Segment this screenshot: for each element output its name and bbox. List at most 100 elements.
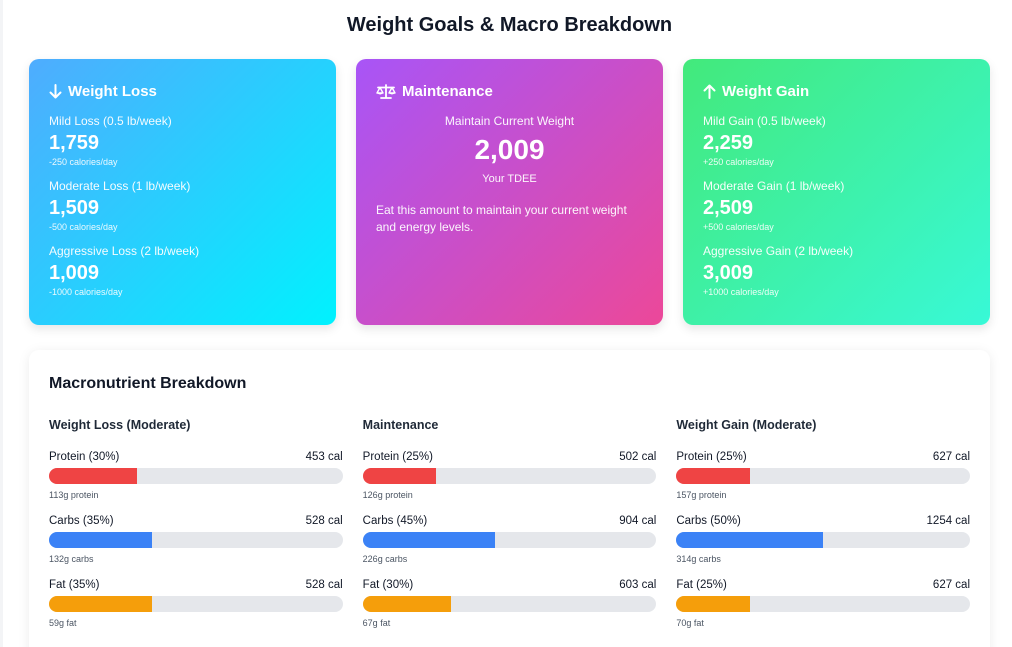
macro-label: Protein (25%): [362, 451, 433, 463]
macro-label: Fat (35%): [49, 579, 100, 591]
option-surplus: +1000 calories/day: [703, 287, 779, 297]
page-title: Weight Goals & Macro Breakdown: [346, 14, 673, 36]
macro-label: Carbs (45%): [362, 515, 428, 527]
macro-bar-track: [676, 532, 971, 548]
arrow-up-icon: [703, 84, 716, 99]
option-label: Mild Loss (0.5 lb/week): [49, 114, 172, 128]
option-calories: 3,009: [703, 262, 754, 284]
macro-column-weight-gain: Weight Gain (Moderate) Protein (25%) 627 …: [676, 417, 971, 642]
maintenance-card-title: Maintenance: [376, 80, 643, 102]
macro-calories: 502 cal: [619, 451, 657, 463]
gain-option-aggressive: Aggressive Gain (2 lb/week) 3,009 +1000 …: [703, 244, 970, 298]
macro-calories: 627 cal: [932, 451, 971, 463]
macro-columns: Weight Loss (Moderate) Protein (30%) 453 …: [49, 417, 971, 642]
macro-bar-track: [49, 596, 343, 612]
option-calories: 1,509: [49, 197, 100, 219]
option-label: Moderate Loss (1 lb/week): [49, 179, 191, 193]
macro-breakdown-title: Macronutrient Breakdown: [49, 375, 247, 392]
macro-column-title: Weight Loss (Moderate): [49, 418, 191, 432]
macro-column-weight-loss: Weight Loss (Moderate) Protein (30%) 453 …: [49, 417, 343, 642]
macro-bar-track: [49, 532, 343, 548]
macro-grams: 67g fat: [362, 618, 391, 628]
macro-breakdown-panel: Macronutrient Breakdown Weight Loss (Mod…: [29, 350, 990, 647]
macro-calories: 627 cal: [932, 579, 971, 591]
macro-bar-track: [362, 532, 657, 548]
macro-grams: 70g fat: [676, 618, 704, 628]
macro-label: Carbs (35%): [49, 515, 114, 527]
macro-calories: 1254 cal: [926, 515, 971, 527]
macro-item-protein: Protein (30%) 453 cal 113g protein: [49, 450, 343, 501]
macro-bar-fill: [49, 468, 138, 484]
macro-item-fat: Fat (35%) 528 cal 59g fat: [49, 578, 343, 629]
option-deficit: -500 calories/day: [49, 222, 118, 232]
loss-option-aggressive: Aggressive Loss (2 lb/week) 1,009 -1000 …: [49, 244, 316, 298]
option-calories: 1,009: [49, 262, 100, 284]
gain-option-moderate: Moderate Gain (1 lb/week) 2,509 +500 cal…: [703, 179, 970, 233]
macro-bar-fill: [362, 532, 495, 548]
macro-grams: 157g protein: [676, 490, 727, 500]
macro-bar-track: [362, 596, 657, 612]
macro-label: Fat (30%): [362, 579, 414, 591]
maintenance-summary: Maintain Current Weight 2,009 Your TDEE: [376, 114, 643, 186]
maintenance-title: Maintenance: [402, 82, 493, 100]
loss-option-moderate: Moderate Loss (1 lb/week) 1,509 -500 cal…: [49, 179, 316, 233]
tdee-label: Your TDEE: [482, 173, 537, 185]
macro-bar-fill: [362, 468, 437, 484]
macro-grams: 126g protein: [362, 490, 413, 500]
option-surplus: +250 calories/day: [703, 157, 774, 167]
macro-grams: 113g protein: [49, 490, 99, 500]
macro-label: Protein (30%): [49, 451, 120, 463]
weight-gain-card-title: Weight Gain: [703, 80, 970, 102]
macro-grams: 132g carbs: [49, 554, 94, 564]
arrow-down-icon: [49, 83, 62, 98]
macro-bar-track: [49, 468, 343, 484]
macro-label: Protein (25%): [676, 451, 747, 463]
option-calories: 1,759: [49, 132, 100, 154]
macro-calories: 904 cal: [619, 515, 657, 527]
maintenance-description: Eat this amount to maintain your current…: [376, 203, 627, 234]
macro-grams: 59g fat: [49, 618, 77, 628]
macro-item-fat: Fat (30%) 603 cal 67g fat: [362, 578, 657, 629]
macro-label: Carbs (50%): [676, 515, 741, 527]
macro-column-title: Maintenance: [362, 418, 439, 432]
macro-item-carbs: Carbs (45%) 904 cal 226g carbs: [362, 514, 657, 565]
weight-loss-card-title: Weight Loss: [49, 80, 316, 102]
weight-loss-card: Weight Loss Mild Loss (0.5 lb/week) 1,75…: [29, 59, 336, 325]
loss-option-mild: Mild Loss (0.5 lb/week) 1,759 -250 calor…: [49, 114, 316, 168]
macro-bar-fill: [676, 532, 824, 548]
macro-item-protein: Protein (25%) 627 cal 157g protein: [676, 450, 971, 501]
macro-bar-fill: [49, 532, 152, 548]
macro-bar-fill: [676, 596, 750, 612]
gain-option-mild: Mild Gain (0.5 lb/week) 2,259 +250 calor…: [703, 114, 970, 168]
macro-item-carbs: Carbs (50%) 1254 cal 314g carbs: [676, 514, 971, 565]
macro-column-maintenance: Maintenance Protein (25%) 502 cal 126g pr…: [362, 417, 657, 642]
macro-bar-fill: [49, 596, 152, 612]
weight-loss-title: Weight Loss: [68, 82, 157, 100]
macro-grams: 314g carbs: [676, 554, 721, 564]
scale-icon: [376, 83, 396, 99]
macro-item-fat: Fat (25%) 627 cal 70g fat: [676, 578, 971, 629]
tdee-value: 2,009: [474, 134, 545, 165]
option-label: Mild Gain (0.5 lb/week): [703, 114, 826, 128]
macro-item-carbs: Carbs (35%) 528 cal 132g carbs: [49, 514, 343, 565]
macro-calories: 453 cal: [305, 451, 343, 463]
weight-gain-card: Weight Gain Mild Gain (0.5 lb/week) 2,25…: [683, 59, 990, 325]
left-edge: [0, 0, 3, 647]
macro-bar-fill: [362, 596, 451, 612]
option-surplus: +500 calories/day: [703, 222, 774, 232]
option-calories: 2,259: [703, 132, 754, 154]
macro-column-title: Weight Gain (Moderate): [676, 418, 817, 432]
macro-bar-track: [362, 468, 657, 484]
macro-bar-track: [676, 596, 971, 612]
macro-item-protein: Protein (25%) 502 cal 126g protein: [362, 450, 657, 501]
option-label: Aggressive Gain (2 lb/week): [703, 244, 854, 258]
macro-calories: 603 cal: [619, 579, 657, 591]
option-label: Aggressive Loss (2 lb/week): [49, 244, 200, 258]
macro-calories: 528 cal: [305, 579, 343, 591]
maintenance-label: Maintain Current Weight: [444, 114, 575, 128]
option-deficit: -1000 calories/day: [49, 287, 123, 297]
macro-calories: 528 cal: [305, 515, 343, 527]
maintenance-card: Maintenance Maintain Current Weight 2,00…: [356, 59, 663, 325]
option-calories: 2,509: [703, 197, 754, 219]
option-label: Moderate Gain (1 lb/week): [703, 179, 845, 193]
